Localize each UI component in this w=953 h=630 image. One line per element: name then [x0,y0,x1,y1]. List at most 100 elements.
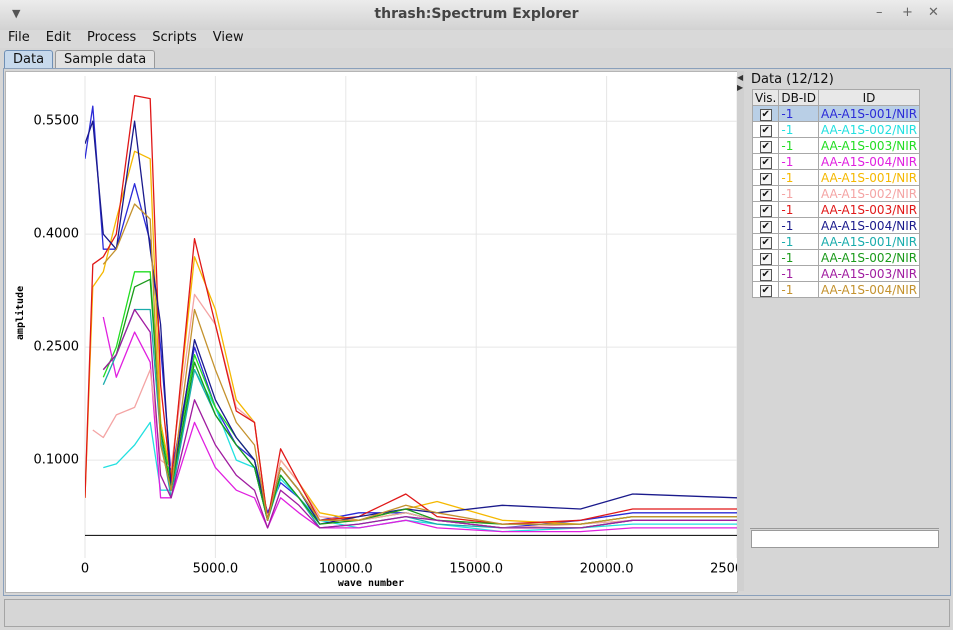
spectrum-line [85,94,737,525]
spectrum-line [102,203,737,525]
menu-item[interactable]: Edit [45,30,71,45]
db-id-cell: -1 [778,249,819,266]
visibility-checkbox[interactable]: ✔ [759,157,772,169]
db-id-cell: -1 [778,233,819,250]
spectrum-line [102,308,737,529]
table-row[interactable]: ✔ -1 AA-A1S-001/NIR [751,233,921,250]
menu-item[interactable]: Scripts [152,30,197,45]
menu-bar: File Edit Process Scripts View [0,30,953,48]
legend-entry: AA-A1S-004/NIR [817,153,921,170]
maximize-button[interactable]: + [902,5,913,20]
db-id-cell: -1 [778,169,819,186]
spectrum-line [102,308,737,529]
visibility-checkbox[interactable]: ✔ [759,285,772,297]
visibility-cell: ✔ [751,249,780,266]
table-row[interactable]: ✔ -1 AA-A1S-002/NIR [751,249,921,266]
data-panel: Data (12/12) Vis. DB-ID ID ✔ -1 AA-A1S-001/N… [746,71,941,591]
minimize-button[interactable]: – [876,5,883,20]
legend-entry: AA-A1S-003/NIR [817,201,921,218]
visibility-cell: ✔ [751,153,780,170]
visibility-checkbox[interactable]: ✔ [759,141,772,153]
visibility-cell: ✔ [751,185,780,202]
visibility-cell: ✔ [751,201,780,218]
menu-item[interactable]: Process [86,30,137,45]
window-menu-icon[interactable]: ▼ [12,7,21,20]
y-tick-label: 0.5500 [34,114,80,129]
table-row[interactable]: ✔ -1 AA-A1S-004/NIR [751,281,921,298]
visibility-checkbox[interactable]: ✔ [759,205,772,217]
spectrum-line [102,271,737,529]
table-header: Vis. DB-ID ID [751,89,921,106]
visibility-checkbox[interactable]: ✔ [759,125,772,137]
db-id-cell: -1 [778,137,819,154]
column-header: DB-ID [778,89,819,106]
visibility-cell: ✔ [751,233,780,250]
visibility-cell: ✔ [751,169,780,186]
table-row[interactable]: ✔ -1 AA-A1S-002/NIR [751,121,921,138]
db-id-cell: -1 [778,185,819,202]
y-tick-label: 0.1000 [34,453,80,468]
spectrum-line [102,278,737,525]
spectrum-line [85,150,737,525]
table-row[interactable]: ✔ -1 AA-A1S-001/NIR [751,169,921,186]
db-id-cell: -1 [778,281,819,298]
tab[interactable]: Sample data [55,50,156,68]
window-title: thrash:Spectrum Explorer [374,6,579,22]
table-row[interactable]: ✔ -1 AA-A1S-004/NIR [751,217,921,234]
menu-item[interactable]: View [212,30,244,45]
tab-bar: Data Sample data [4,50,157,68]
visibility-cell: ✔ [751,281,780,298]
x-tick-label: 5000.0 [193,562,239,577]
legend-entry: AA-A1S-002/NIR [817,249,921,266]
column-header: Vis. [751,89,780,106]
legend-entry: AA-A1S-001/NIR [817,233,921,250]
visibility-cell: ✔ [751,217,780,234]
legend-entry: AA-A1S-002/NIR [817,185,921,202]
split-divider[interactable]: ◀ ▶ [737,71,744,591]
visibility-checkbox[interactable]: ✔ [759,221,772,233]
legend-entry: AA-A1S-001/NIR [817,105,921,122]
visibility-cell: ✔ [751,137,780,154]
visibility-checkbox[interactable]: ✔ [759,189,772,201]
filter-input[interactable] [751,530,939,548]
db-id-cell: -1 [778,201,819,218]
table-row[interactable]: ✔ -1 AA-A1S-003/NIR [751,137,921,154]
table-row[interactable]: ✔ -1 AA-A1S-003/NIR [751,265,921,282]
x-tick-label: 10000.0 [319,562,373,577]
table-row[interactable]: ✔ -1 AA-A1S-004/NIR [751,153,921,170]
visibility-checkbox[interactable]: ✔ [759,173,772,185]
chart-panel: 0.1000 0.2500 0.4000 0.5500 0 5000.0 10000.0 15… [5,71,764,593]
spectrum-line [103,369,737,533]
x-tick-label: 0 [81,562,89,577]
status-bar [4,599,950,627]
title-bar: ▼ thrash:Spectrum Explorer – + ✕ [0,0,953,31]
chart: 0.1000 0.2500 0.4000 0.5500 0 5000.0 10000.0 15… [14,76,764,589]
visibility-checkbox[interactable]: ✔ [759,253,772,265]
close-button[interactable]: ✕ [928,5,939,20]
visibility-checkbox[interactable]: ✔ [759,237,772,249]
table-row[interactable]: ✔ -1 AA-A1S-002/NIR [751,185,921,202]
panel-title: Data (12/12) [751,72,834,87]
legend-entry: AA-A1S-002/NIR [817,121,921,138]
visibility-checkbox[interactable]: ✔ [759,269,772,281]
spectrum-line [85,120,737,525]
visibility-cell: ✔ [751,265,780,282]
legend-entry: AA-A1S-003/NIR [817,265,921,282]
tab[interactable]: Data [4,50,54,68]
y-tick-label: 0.4000 [34,227,80,242]
db-id-cell: -1 [778,217,819,234]
db-id-cell: -1 [778,153,819,170]
table-row[interactable]: ✔ -1 AA-A1S-003/NIR [751,201,921,218]
visibility-cell: ✔ [751,121,780,138]
data-table: Vis. DB-ID ID ✔ -1 AA-A1S-001/NIR ✔ -1 AA-A1S-0… [751,89,921,298]
table-row[interactable]: ✔ -1 AA-A1S-001/NIR [751,105,921,122]
legend-entry: AA-A1S-004/NIR [817,281,921,298]
db-id-cell: -1 [778,105,819,122]
db-id-cell: -1 [778,265,819,282]
x-tick-label: 15000.0 [449,562,503,577]
visibility-checkbox[interactable]: ✔ [759,109,772,121]
legend-entry: AA-A1S-003/NIR [817,137,921,154]
x-axis-label: wave number [338,578,404,589]
menu-item[interactable]: File [8,30,30,45]
visibility-cell: ✔ [751,105,780,122]
